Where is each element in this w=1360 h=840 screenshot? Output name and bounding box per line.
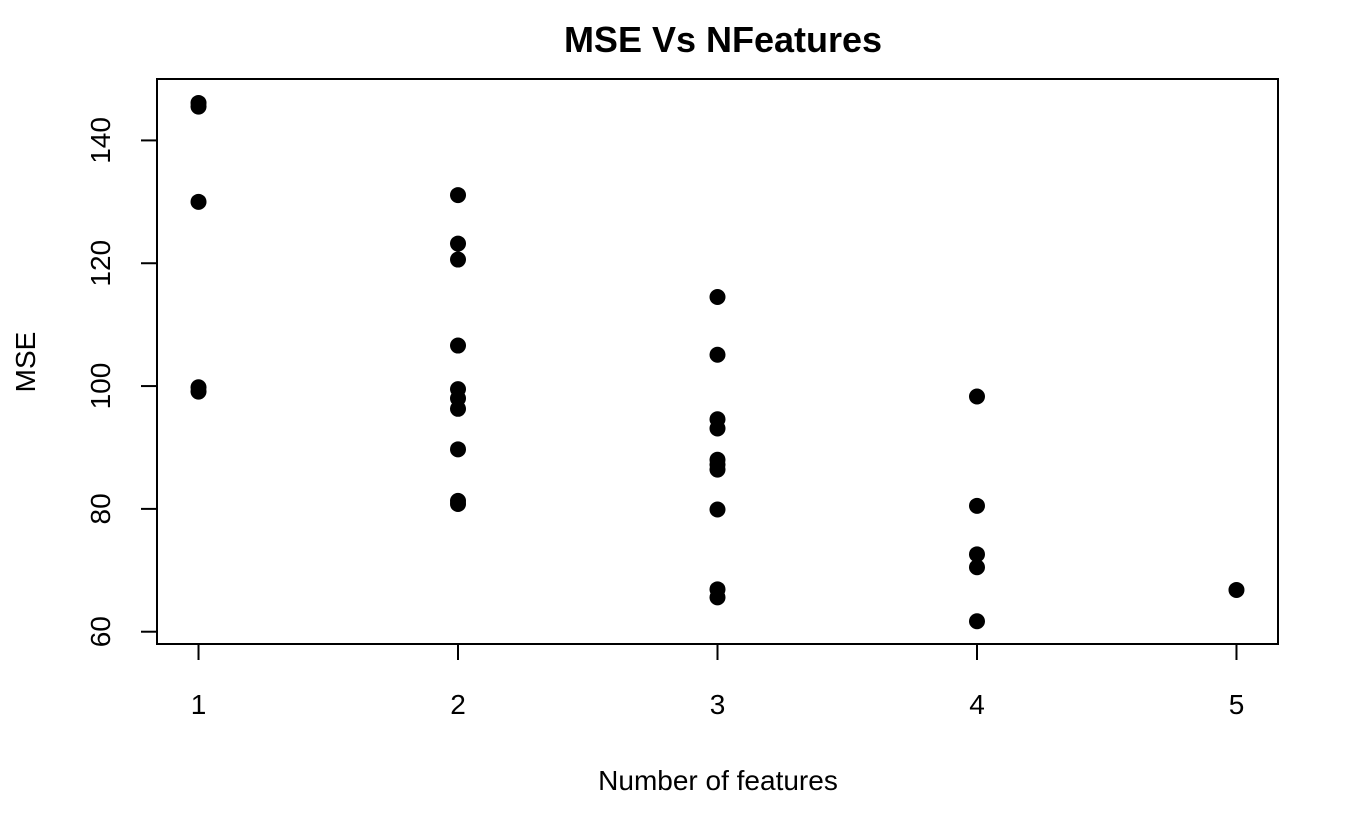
data-point	[968, 559, 985, 576]
data-point	[450, 337, 467, 354]
data-point	[968, 388, 985, 405]
data-point	[709, 420, 726, 437]
data-point	[450, 187, 467, 204]
data-point	[450, 251, 467, 268]
data-points	[190, 94, 1245, 630]
data-point	[1228, 581, 1245, 598]
x-tick-label: 4	[969, 689, 985, 720]
data-point	[709, 346, 726, 363]
y-tick-label: 140	[85, 117, 116, 164]
data-point	[968, 613, 985, 630]
data-point	[709, 461, 726, 478]
x-tick-label: 1	[191, 689, 207, 720]
data-point	[190, 383, 207, 400]
data-point	[450, 235, 467, 252]
y-tick-label: 60	[85, 616, 116, 647]
data-point	[450, 495, 467, 512]
data-point	[450, 441, 467, 458]
x-tick-label: 3	[710, 689, 726, 720]
chart-title: MSE Vs NFeatures	[564, 19, 882, 60]
data-point	[709, 501, 726, 518]
x-tick-label: 2	[450, 689, 466, 720]
x-tick-label: 5	[1229, 689, 1245, 720]
data-point	[709, 289, 726, 306]
y-tick-label: 80	[85, 493, 116, 524]
y-axis-label: MSE	[10, 332, 41, 393]
y-axis: 60 80 100 120 140	[85, 117, 158, 647]
data-point	[450, 400, 467, 417]
x-axis-label: Number of features	[598, 765, 838, 796]
y-tick-label: 100	[85, 363, 116, 410]
y-tick-label: 120	[85, 240, 116, 287]
data-point	[968, 546, 985, 563]
data-point	[190, 98, 207, 115]
data-point	[709, 589, 726, 606]
x-axis: 1 2 3 4 5	[191, 643, 1245, 720]
data-point	[190, 193, 207, 210]
data-point	[968, 497, 985, 514]
